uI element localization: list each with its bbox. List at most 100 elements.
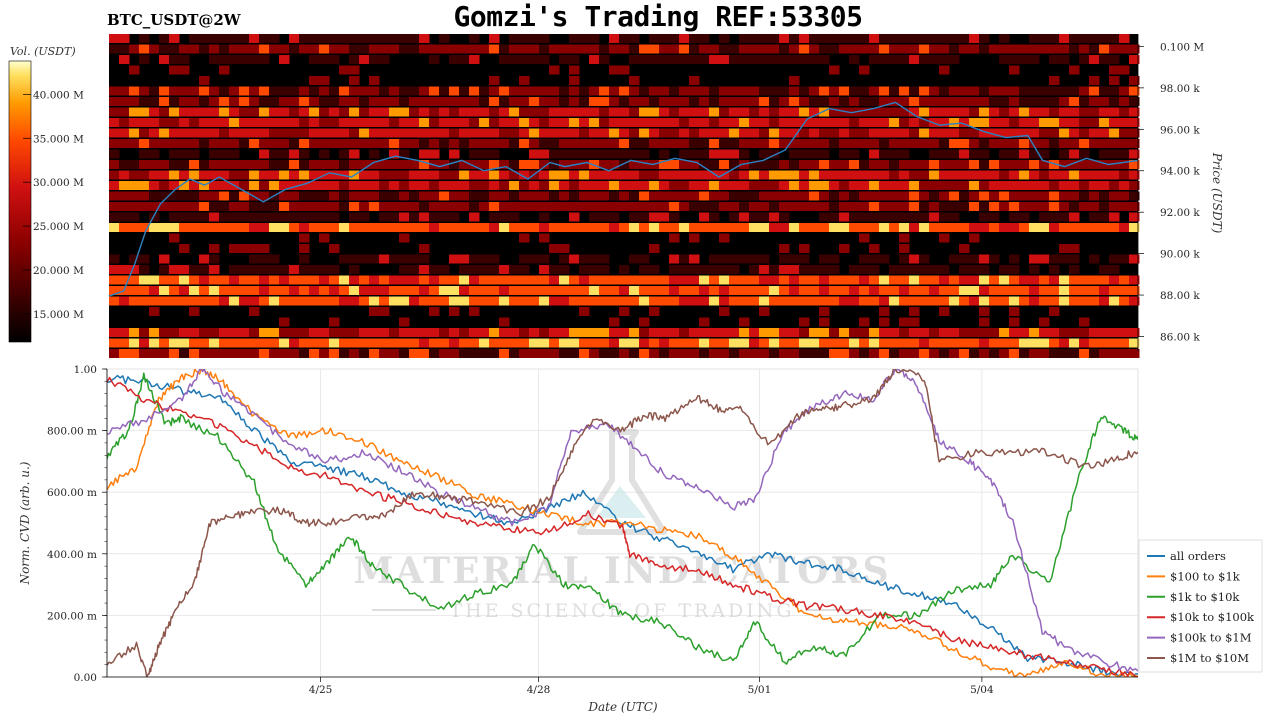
heatmap-cell [349, 34, 360, 43]
heatmap-cell [249, 254, 260, 264]
heatmap-cell [379, 160, 390, 169]
heatmap-cell [789, 181, 800, 190]
heatmap-cell [699, 338, 710, 348]
heatmap-cell [689, 338, 700, 348]
heatmap-cell [349, 86, 360, 96]
heatmap-cell [309, 86, 320, 96]
heatmap-cell [289, 338, 300, 348]
heatmap-cell [859, 160, 870, 169]
heatmap-cell [909, 296, 920, 306]
heatmap-cell [249, 44, 260, 54]
heatmap-cell [829, 286, 840, 295]
heatmap-cell [319, 233, 330, 243]
cvd-series [107, 369, 1138, 677]
heatmap-cell [189, 149, 200, 159]
heatmap-cell [229, 44, 240, 54]
heatmap-cell [899, 34, 910, 43]
heatmap-cell [109, 181, 120, 190]
heatmap-cell [919, 275, 930, 285]
heatmap-cell [219, 223, 230, 232]
heatmap-cell [989, 338, 1000, 348]
heatmap-cell [399, 338, 410, 348]
heatmap-cell [519, 328, 530, 337]
heatmap-cell [229, 118, 240, 127]
heatmap-cell [519, 349, 530, 358]
heatmap-cell [869, 244, 880, 253]
heatmap-cell [899, 338, 910, 348]
heatmap-cell [149, 275, 160, 285]
heatmap-cell [929, 191, 940, 201]
heatmap-cell [1049, 286, 1060, 295]
heatmap-cell [729, 97, 740, 106]
heatmap-cell [319, 275, 330, 285]
heatmap-cell [709, 44, 720, 54]
heatmap-cell [969, 328, 980, 337]
heatmap-cell [469, 34, 480, 43]
heatmap-cell [469, 128, 480, 138]
heatmap-cell [1059, 107, 1070, 117]
heatmap-cell [789, 107, 800, 117]
heatmap-cell [469, 97, 480, 106]
heatmap-cell [799, 170, 810, 180]
heatmap-cell [399, 349, 410, 358]
heatmap-cell [479, 181, 490, 190]
heatmap-cell [759, 328, 770, 337]
heatmap-cell [709, 191, 720, 201]
heatmap-cell [509, 265, 520, 274]
heatmap-cell [699, 317, 710, 327]
heatmap-cell [429, 286, 440, 295]
heatmap-cell [729, 212, 740, 222]
heatmap-cell [659, 286, 670, 295]
heatmap-cell [369, 76, 380, 85]
heatmap-cell [429, 170, 440, 180]
heatmap-cell [519, 44, 530, 54]
heatmap-cell [1079, 338, 1090, 348]
heatmap-cell [759, 286, 770, 295]
heatmap-cell [689, 76, 700, 85]
heatmap-cell [179, 286, 190, 295]
y-tick-label: 800.00 m [47, 426, 97, 438]
heatmap-cell [779, 44, 790, 54]
heatmap-cell [1089, 191, 1100, 201]
heatmap-cell [569, 328, 580, 337]
heatmap-cell [349, 223, 360, 232]
heatmap-cell [899, 265, 910, 274]
heatmap-cell [209, 160, 220, 169]
heatmap-cell [259, 97, 270, 106]
heatmap-cell [909, 139, 920, 148]
heatmap-cell [549, 338, 560, 348]
heatmap-cell [629, 139, 640, 148]
heatmap-cell [159, 181, 170, 190]
heatmap-cell [229, 286, 240, 295]
heatmap-cell [1009, 254, 1020, 264]
heatmap-cell [209, 202, 220, 211]
heatmap-cell [1129, 107, 1140, 117]
heatmap-cell [329, 275, 340, 285]
heatmap-cell [479, 254, 490, 264]
heatmap-cell [299, 202, 310, 211]
heatmap-cell [159, 286, 170, 295]
heatmap-cell [769, 286, 780, 295]
heatmap-cell [1059, 296, 1070, 306]
heatmap-cell [129, 65, 140, 75]
heatmap-cell [339, 296, 350, 306]
heatmap-cell [819, 296, 830, 306]
heatmap-cell [749, 286, 760, 295]
heatmap-cell [1099, 349, 1110, 358]
heatmap-cell [589, 191, 600, 201]
heatmap-cell [799, 86, 810, 96]
heatmap-cell [919, 202, 930, 211]
heatmap-cell [229, 212, 240, 222]
heatmap-cell [269, 286, 280, 295]
heatmap-cell [209, 149, 220, 159]
heatmap-cell [889, 212, 900, 222]
heatmap-cell [979, 160, 990, 169]
heatmap-cell [399, 328, 410, 337]
heatmap-cell [119, 44, 130, 54]
heatmap-cell [379, 55, 390, 64]
heatmap-cell [709, 170, 720, 180]
heatmap-cell [179, 44, 190, 54]
heatmap-cell [649, 181, 660, 190]
heatmap-cell [429, 139, 440, 148]
heatmap-cell [369, 97, 380, 106]
